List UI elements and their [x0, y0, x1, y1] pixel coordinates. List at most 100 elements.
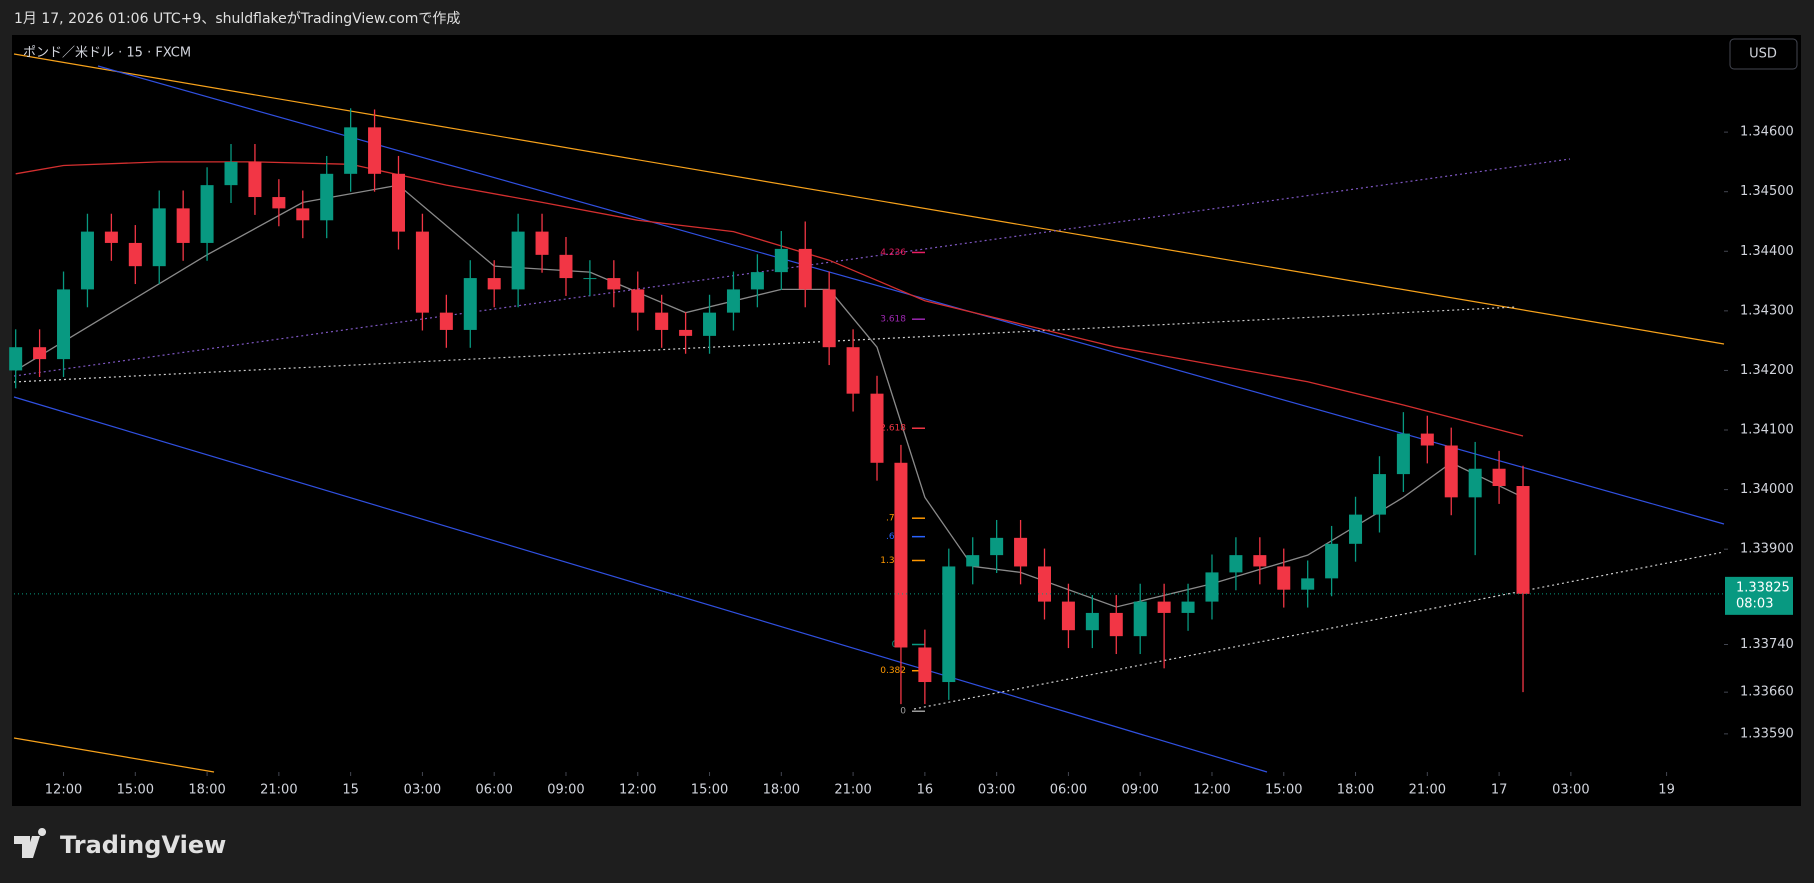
- candle-body: [559, 254, 573, 279]
- candle-body: [894, 462, 908, 648]
- x-tick-label: 21:00: [260, 783, 297, 798]
- last-price-box: [1725, 576, 1793, 615]
- trend-line: [13, 396, 1268, 773]
- candle-body: [80, 231, 94, 290]
- moving-average: [15, 161, 1524, 437]
- candle-body: [200, 185, 214, 243]
- candle-body: [1301, 578, 1315, 590]
- candle-body: [1444, 445, 1458, 498]
- brand-logo: [14, 828, 47, 858]
- trend-line: [13, 53, 1725, 345]
- y-tick-label: 1.34100: [1740, 423, 1794, 438]
- x-tick-label: 03:00: [978, 783, 1015, 798]
- fib-label: 3.618: [880, 315, 906, 325]
- candle-body: [1037, 566, 1051, 602]
- candle-body: [1014, 537, 1028, 567]
- x-tick-label: 17: [1491, 783, 1508, 798]
- candle-body: [679, 329, 693, 336]
- brand-text: TradingView: [60, 831, 226, 859]
- y-tick-label: 1.33900: [1740, 542, 1794, 557]
- x-tick-label: 03:00: [404, 783, 441, 798]
- candle-body: [487, 278, 501, 290]
- candle-body: [1420, 433, 1434, 446]
- candle-body: [1372, 474, 1386, 515]
- candle-body: [344, 127, 358, 174]
- x-tick-label: 18:00: [188, 783, 225, 798]
- trend-line: [13, 158, 1571, 377]
- x-tick-label: 12:00: [45, 783, 82, 798]
- candle-body: [918, 647, 932, 683]
- candle-body: [535, 231, 549, 255]
- candle-body: [176, 208, 190, 243]
- y-tick-label: 1.34500: [1740, 184, 1794, 199]
- candle-body: [798, 248, 812, 290]
- candle-body: [631, 289, 645, 313]
- fib-label: 2.618: [880, 424, 906, 434]
- candle-body: [750, 272, 764, 290]
- y-tick-label: 1.33660: [1740, 685, 1794, 700]
- candle-body: [846, 347, 860, 394]
- candle-body: [1516, 486, 1530, 594]
- candle-body: [320, 173, 334, 221]
- candle-body: [9, 347, 23, 371]
- x-tick-label: 21:00: [834, 783, 871, 798]
- trend-line: [13, 306, 1517, 383]
- candle-body: [152, 208, 166, 267]
- candle-body: [128, 242, 142, 267]
- y-tick-label: 1.34200: [1740, 363, 1794, 378]
- x-tick-label: 09:00: [1121, 783, 1158, 798]
- x-tick-label: 12:00: [619, 783, 656, 798]
- x-tick-label: 09:00: [547, 783, 584, 798]
- candle-body: [990, 537, 1004, 556]
- x-tick-label: 15:00: [117, 783, 154, 798]
- currency-button[interactable]: [1729, 38, 1798, 70]
- y-tick-label: 1.34400: [1740, 244, 1794, 259]
- candle-body: [272, 197, 286, 209]
- y-tick-label: 1.34000: [1740, 482, 1794, 497]
- candle-body: [296, 208, 310, 221]
- header-text: 1月 17, 2026 01:06 UTC+9、shuldflakeがTradi…: [14, 11, 460, 27]
- candle-body: [511, 231, 525, 290]
- candle-body: [1277, 566, 1291, 590]
- countdown-label: 08:03: [1736, 596, 1773, 611]
- candle-body: [1157, 601, 1171, 613]
- candle-body: [224, 161, 238, 186]
- candle-body: [1229, 555, 1243, 573]
- last-price-label: 1.33825: [1736, 580, 1790, 595]
- candle-body: [1468, 468, 1482, 498]
- fib-label: 4.236: [880, 248, 906, 258]
- candle-body: [1061, 601, 1075, 631]
- x-tick-label: 15:00: [1265, 783, 1302, 798]
- candle-body: [415, 231, 429, 313]
- candle-body: [1133, 601, 1147, 637]
- candle-body: [463, 278, 477, 330]
- x-tick-label: 21:00: [1409, 783, 1446, 798]
- moving-average: [15, 184, 1524, 608]
- fib-label: 1.382: [880, 556, 906, 566]
- candle-body: [822, 289, 836, 348]
- candle-body: [1109, 612, 1123, 637]
- candle-body: [966, 555, 980, 567]
- x-tick-label: 19: [1658, 783, 1675, 798]
- y-tick-label: 1.34600: [1740, 125, 1794, 140]
- x-tick-label: 18:00: [763, 783, 800, 798]
- chart-title: ポンド／米ドル · 15 · FXCM: [23, 46, 191, 61]
- brand: TradingView: [14, 828, 226, 859]
- currency-label[interactable]: USD: [1749, 47, 1777, 62]
- y-tick-label: 1.33590: [1740, 726, 1794, 741]
- candle-body: [655, 312, 669, 330]
- trend-line: [13, 737, 215, 773]
- candle-body: [1181, 601, 1195, 613]
- candle-body: [33, 347, 47, 360]
- fib-label: 0.382: [880, 666, 906, 676]
- candle-body: [368, 127, 382, 174]
- candle-body: [391, 173, 405, 232]
- chart-panel: [12, 35, 1801, 806]
- x-tick-label: 06:00: [475, 783, 512, 798]
- x-tick-label: 18:00: [1337, 783, 1374, 798]
- candle-body: [870, 393, 884, 463]
- candle-body: [1349, 514, 1363, 544]
- candle-body: [104, 231, 118, 243]
- x-tick-label: 15:00: [691, 783, 728, 798]
